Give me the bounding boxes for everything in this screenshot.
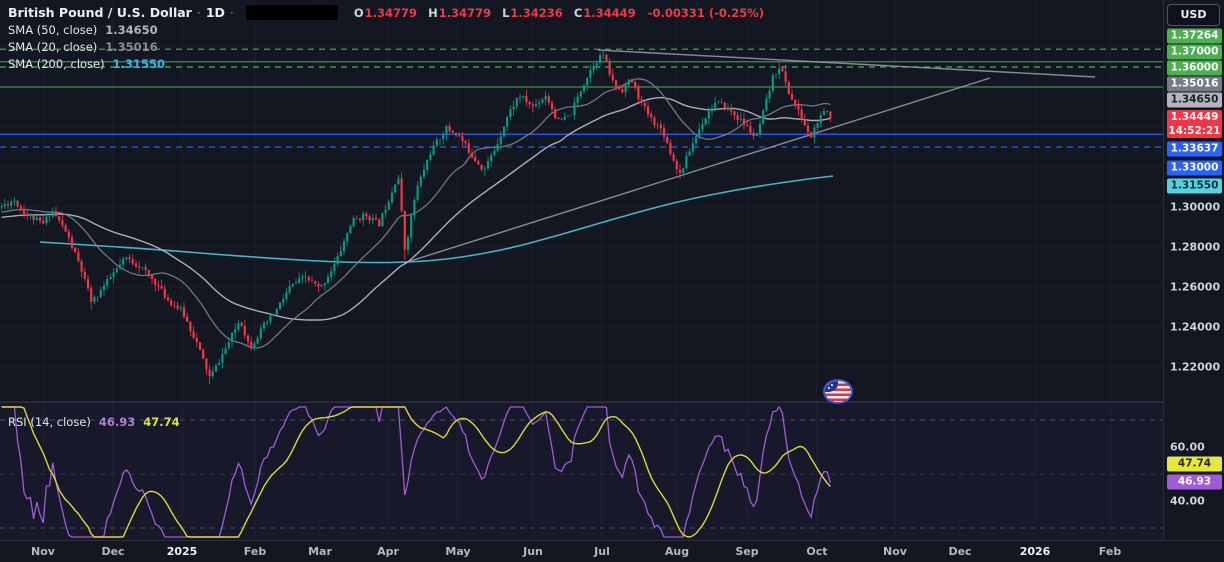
price-axis-tick: 1.26000	[1170, 280, 1221, 294]
price-axis-tick: 1.28000	[1170, 240, 1221, 254]
time-axis-label: Nov	[31, 545, 55, 558]
price-level-label: 1.33000	[1167, 160, 1222, 176]
price-axis-tick: 1.22000	[1170, 360, 1221, 374]
last-price-label: 1.34449 14:52:21	[1167, 110, 1222, 138]
low-value: 1.34236	[510, 5, 563, 20]
time-axis-label: Oct	[806, 545, 828, 558]
sma20-label: SMA (20, close)	[8, 39, 98, 54]
change-value: -0.00331 (-0.25%)	[647, 5, 765, 20]
rsi-ma-value: 47.74	[143, 414, 180, 429]
indicator-sma50[interactable]: SMA (50, close) 1.34650	[8, 21, 764, 38]
time-axis-label: Apr	[377, 545, 399, 558]
time-axis[interactable]: Nov Dec 2025 Feb Mar Apr May Jun Jul Aug Sep Oct Nov…	[0, 540, 1224, 562]
open-label: O	[353, 5, 364, 20]
time-axis-label: Mar	[308, 545, 332, 558]
rsi-legend[interactable]: RSI (14, close) 46.93 47.74	[8, 413, 180, 430]
price-axis[interactable]: 1.37264 1.37000 1.36000 1.35016 1.34650 1.336…	[1163, 0, 1224, 540]
price-axis-tick: 1.30000	[1170, 200, 1221, 214]
flag-canton	[825, 381, 838, 392]
time-axis-label: Sep	[735, 545, 759, 558]
redacted-data-source	[245, 5, 338, 20]
price-level-label: 1.36000	[1167, 60, 1222, 76]
low-label: L	[502, 5, 510, 20]
time-axis-label: Feb	[243, 545, 267, 558]
indicator-sma200[interactable]: SMA (200, close) 1.31550	[8, 55, 764, 72]
sma50-label: SMA (50, close)	[8, 22, 98, 37]
chart-legend: British Pound / U.S. Dollar · 1D · O1.34…	[8, 4, 764, 72]
open-value: 1.34779	[364, 5, 418, 20]
rsi-value-label: 46.93	[1167, 474, 1222, 490]
price-level-label: 1.37000	[1167, 44, 1222, 60]
sma200-label: SMA (200, close)	[8, 56, 105, 71]
rsi-axis-tick: 60.00	[1170, 440, 1205, 454]
time-axis-label: 2026	[1019, 545, 1051, 558]
sma200-value: 1.31550	[112, 56, 165, 71]
time-axis-label: Feb	[1098, 545, 1122, 558]
time-axis-label: Jun	[523, 545, 543, 558]
symbol-header[interactable]: British Pound / U.S. Dollar · 1D · O1.34…	[8, 4, 764, 21]
rsi-value-label: 47.74	[1167, 456, 1222, 472]
time-axis-label: Dec	[948, 545, 972, 558]
currency-toggle-button[interactable]: USD	[1167, 4, 1220, 26]
ohlc-readout: O1.34779 H1.34779 L1.34236 C1.34449 -0.0…	[347, 6, 764, 20]
price-level-label: 1.37264	[1167, 28, 1222, 44]
high-value: 1.34779	[438, 5, 492, 20]
price-level-label: 1.31550	[1167, 178, 1222, 194]
sma50-value: 1.34650	[105, 22, 158, 37]
price-level-label: 1.33637	[1167, 141, 1222, 157]
separator-dot: ·	[229, 5, 234, 20]
bar-countdown-timer: 14:52:21	[1168, 124, 1221, 137]
rsi-axis-tick: 40.00	[1170, 494, 1205, 508]
close-value: 1.34449	[583, 5, 636, 20]
indicator-sma20[interactable]: SMA (20, close) 1.35016	[8, 38, 764, 55]
us-flag-watermark-icon	[823, 379, 853, 404]
price-axis-tick: 1.24000	[1170, 320, 1221, 334]
time-axis-label: Nov	[883, 545, 907, 558]
time-axis-label: Dec	[101, 545, 125, 558]
symbol-title: British Pound / U.S. Dollar	[8, 5, 192, 20]
price-level-label: 1.35016	[1167, 76, 1222, 92]
high-label: H	[428, 5, 438, 20]
time-axis-label: 2025	[166, 545, 198, 558]
last-price-value: 1.34449	[1170, 111, 1219, 123]
close-label: C	[573, 5, 583, 20]
time-axis-label: May	[445, 545, 471, 558]
sma20-value: 1.35016	[105, 39, 158, 54]
rsi-value: 46.93	[98, 414, 136, 429]
timeframe-label[interactable]: 1D	[205, 5, 225, 20]
time-axis-label: Aug	[664, 545, 690, 558]
separator-dot: ·	[196, 5, 201, 20]
time-axis-label: Jul	[594, 545, 610, 558]
price-level-label: 1.34650	[1167, 92, 1222, 108]
rsi-label: RSI (14, close)	[8, 414, 91, 429]
